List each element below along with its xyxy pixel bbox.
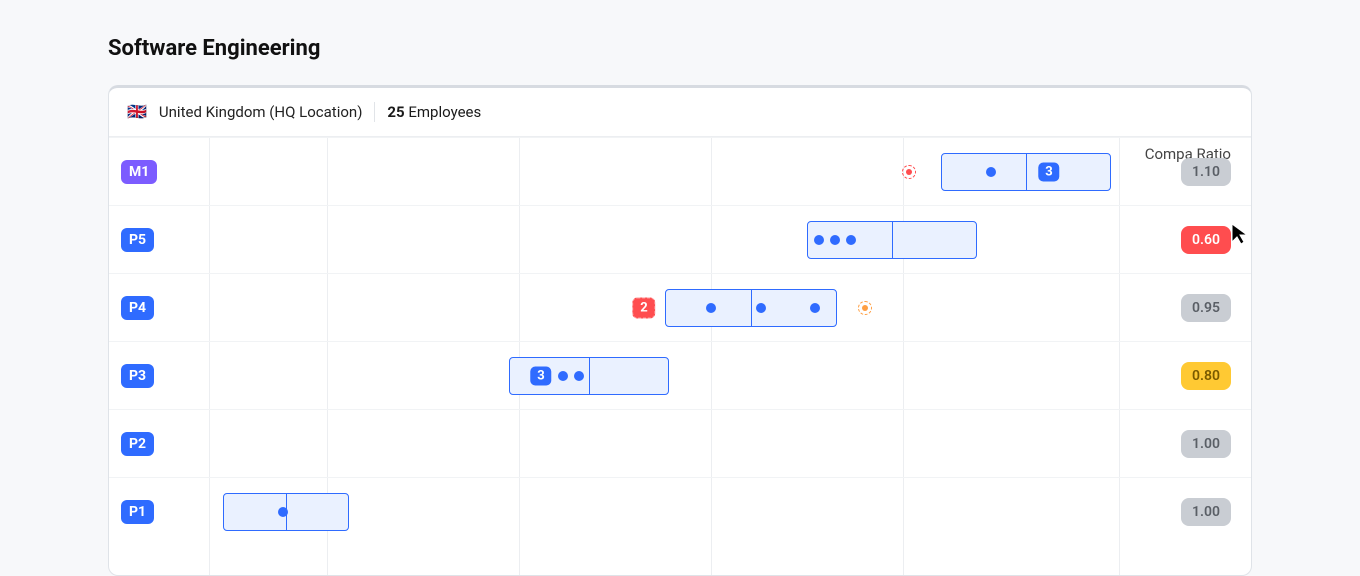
employee-dot[interactable] bbox=[846, 235, 856, 245]
employee-count-label: Employees bbox=[408, 103, 481, 121]
compa-ratio-badge[interactable]: 1.00 bbox=[1181, 498, 1231, 526]
level-badge[interactable]: M1 bbox=[121, 160, 157, 184]
level-badge[interactable]: P3 bbox=[121, 364, 154, 388]
employee-count-number: 25 bbox=[387, 103, 404, 121]
level-badge[interactable]: P2 bbox=[121, 432, 154, 456]
range-midpoint bbox=[892, 222, 893, 258]
range-midpoint bbox=[751, 290, 752, 326]
range-midpoint bbox=[589, 358, 590, 394]
compa-ratio-badge[interactable]: 1.10 bbox=[1181, 158, 1231, 186]
employee-dot[interactable] bbox=[810, 303, 820, 313]
employee-dot[interactable] bbox=[830, 235, 840, 245]
page-title: Software Engineering bbox=[108, 36, 1252, 61]
employee-dot[interactable] bbox=[986, 167, 996, 177]
compa-ratio-badge[interactable]: 0.95 bbox=[1181, 294, 1231, 322]
level-badge[interactable]: P4 bbox=[121, 296, 154, 320]
employee-dot[interactable] bbox=[706, 303, 716, 313]
employee-cluster[interactable]: 3 bbox=[1038, 162, 1059, 181]
salary-range[interactable] bbox=[941, 153, 1111, 191]
chart-grid: M1 3 1.10 P5 0.60 P4 2 0.95 P3 3 0.80 P2 1.00 P1 1.00 bbox=[109, 137, 1251, 575]
outlier-cluster[interactable]: 2 bbox=[632, 297, 655, 318]
divider bbox=[374, 102, 375, 122]
location-label: United Kingdom (HQ Location) bbox=[159, 103, 363, 121]
chart: Compa Ratio M131.10P50.60P420.95P330.80P… bbox=[109, 136, 1251, 575]
compa-ratio-badge[interactable]: 0.80 bbox=[1181, 362, 1231, 390]
level-badge[interactable]: P5 bbox=[121, 228, 154, 252]
level-row: P5 0.60 bbox=[109, 205, 1251, 273]
range-midpoint bbox=[1026, 154, 1027, 190]
level-row: M1 3 1.10 bbox=[109, 137, 1251, 205]
employee-dot[interactable] bbox=[278, 507, 288, 517]
level-row: P2 1.00 bbox=[109, 409, 1251, 477]
compa-ratio-badge[interactable]: 1.00 bbox=[1181, 430, 1231, 458]
employee-dot[interactable] bbox=[756, 303, 766, 313]
employee-count: 25 Employees bbox=[387, 103, 481, 121]
card-header: 🇬🇧 United Kingdom (HQ Location) 25 Emplo… bbox=[109, 88, 1251, 136]
compensation-card: 🇬🇧 United Kingdom (HQ Location) 25 Emplo… bbox=[108, 85, 1252, 576]
flag-icon: 🇬🇧 bbox=[127, 104, 147, 120]
level-row: P1 1.00 bbox=[109, 477, 1251, 545]
level-row: P3 3 0.80 bbox=[109, 341, 1251, 409]
outlier-dot[interactable] bbox=[858, 301, 872, 315]
level-badge[interactable]: P1 bbox=[121, 500, 154, 524]
outlier-dot[interactable] bbox=[902, 165, 916, 179]
employee-dot[interactable] bbox=[574, 371, 584, 381]
level-row: P4 2 0.95 bbox=[109, 273, 1251, 341]
employee-dot[interactable] bbox=[814, 235, 824, 245]
compa-ratio-badge[interactable]: 0.60 bbox=[1181, 226, 1231, 254]
employee-dot[interactable] bbox=[558, 371, 568, 381]
employee-cluster[interactable]: 3 bbox=[530, 366, 551, 385]
